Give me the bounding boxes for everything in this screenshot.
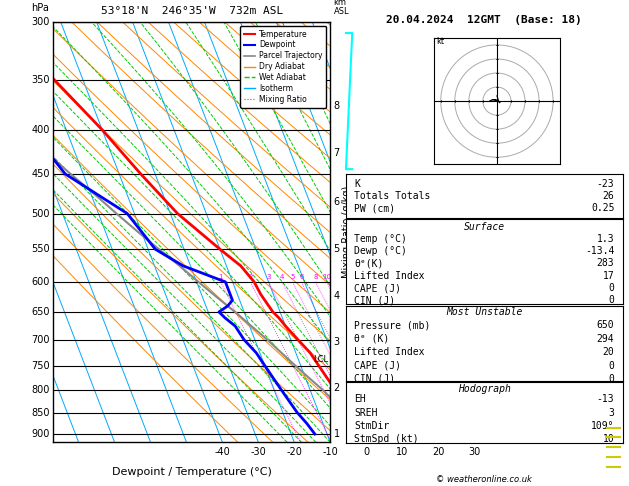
Text: 4: 4 [280, 274, 284, 280]
Text: K: K [354, 179, 360, 189]
Text: 109°: 109° [591, 420, 615, 431]
Text: StmSpd (kt): StmSpd (kt) [354, 434, 419, 444]
Text: 2: 2 [333, 383, 340, 393]
Text: Dewpoint / Temperature (°C): Dewpoint / Temperature (°C) [112, 468, 272, 477]
Text: 20: 20 [432, 447, 444, 457]
Text: -13.4: -13.4 [585, 246, 615, 256]
Text: 450: 450 [31, 169, 50, 179]
Text: 350: 350 [31, 75, 50, 85]
Text: 300: 300 [32, 17, 50, 27]
Text: 2: 2 [248, 274, 253, 280]
Text: StmDir: StmDir [354, 420, 389, 431]
Text: 0: 0 [363, 447, 369, 457]
Text: -13: -13 [597, 395, 615, 404]
Text: 0: 0 [608, 361, 615, 370]
Text: -23: -23 [597, 179, 615, 189]
Text: Totals Totals: Totals Totals [354, 191, 431, 201]
Text: Lifted Index: Lifted Index [354, 347, 425, 357]
Text: -10: -10 [322, 447, 338, 457]
Text: 4: 4 [333, 291, 340, 301]
Text: 10: 10 [396, 447, 408, 457]
Text: 53°18'N  246°35'W  732m ASL: 53°18'N 246°35'W 732m ASL [101, 5, 283, 16]
Text: 900: 900 [32, 429, 50, 439]
Text: © weatheronline.co.uk: © weatheronline.co.uk [437, 474, 532, 484]
Text: 10: 10 [322, 274, 331, 280]
Text: 20.04.2024  12GMT  (Base: 18): 20.04.2024 12GMT (Base: 18) [386, 15, 582, 25]
Text: 283: 283 [597, 259, 615, 268]
Text: 7: 7 [333, 148, 340, 158]
Text: Lifted Index: Lifted Index [354, 271, 425, 281]
Text: hPa: hPa [31, 3, 49, 14]
Text: 6: 6 [333, 197, 340, 207]
Text: 3: 3 [608, 408, 615, 417]
Text: -30: -30 [250, 447, 266, 457]
Text: 1: 1 [333, 429, 340, 438]
Text: 0.25: 0.25 [591, 203, 615, 213]
Text: 800: 800 [32, 385, 50, 395]
Text: EH: EH [354, 395, 366, 404]
Text: 8: 8 [313, 274, 318, 280]
Text: 0: 0 [608, 295, 615, 305]
Text: SREH: SREH [354, 408, 378, 417]
Text: 6: 6 [299, 274, 304, 280]
Text: Pressure (mb): Pressure (mb) [354, 320, 431, 330]
Text: kt: kt [437, 36, 445, 46]
Text: 30: 30 [468, 447, 480, 457]
Text: -20: -20 [286, 447, 302, 457]
Text: 500: 500 [31, 208, 50, 219]
Text: CAPE (J): CAPE (J) [354, 361, 401, 370]
Legend: Temperature, Dewpoint, Parcel Trajectory, Dry Adiabat, Wet Adiabat, Isotherm, Mi: Temperature, Dewpoint, Parcel Trajectory… [240, 26, 326, 108]
Text: 3: 3 [333, 337, 340, 347]
Text: 294: 294 [597, 334, 615, 344]
Text: 17: 17 [603, 271, 615, 281]
Text: 650: 650 [597, 320, 615, 330]
Text: LCL: LCL [313, 354, 328, 364]
Text: Surface: Surface [464, 222, 505, 232]
Text: θᵉ(K): θᵉ(K) [354, 259, 384, 268]
Text: 1: 1 [219, 274, 223, 280]
Text: θᵉ (K): θᵉ (K) [354, 334, 389, 344]
Text: Hodograph: Hodograph [458, 383, 511, 394]
Text: CIN (J): CIN (J) [354, 295, 396, 305]
Text: PW (cm): PW (cm) [354, 203, 396, 213]
Text: -40: -40 [214, 447, 230, 457]
Text: 400: 400 [32, 125, 50, 135]
Text: Most Unstable: Most Unstable [446, 308, 523, 317]
Text: Temp (°C): Temp (°C) [354, 234, 407, 244]
Text: 8: 8 [333, 101, 340, 111]
Text: 700: 700 [31, 335, 50, 345]
Text: 0: 0 [608, 374, 615, 384]
Text: 600: 600 [32, 277, 50, 287]
Text: 10: 10 [603, 434, 615, 444]
Text: CAPE (J): CAPE (J) [354, 283, 401, 293]
Text: 650: 650 [31, 307, 50, 317]
Text: 20: 20 [603, 347, 615, 357]
Text: 26: 26 [603, 191, 615, 201]
Text: 3: 3 [266, 274, 271, 280]
Text: 850: 850 [31, 408, 50, 417]
Text: 1.3: 1.3 [597, 234, 615, 244]
Text: 550: 550 [31, 244, 50, 254]
Text: Mixing Ratio (g/kg): Mixing Ratio (g/kg) [342, 186, 352, 278]
Text: CIN (J): CIN (J) [354, 374, 396, 384]
Text: 5: 5 [333, 244, 340, 254]
Text: 750: 750 [31, 361, 50, 371]
Text: 5: 5 [291, 274, 295, 280]
Text: 0: 0 [608, 283, 615, 293]
Text: Dewp (°C): Dewp (°C) [354, 246, 407, 256]
Text: km
ASL: km ASL [333, 0, 349, 16]
